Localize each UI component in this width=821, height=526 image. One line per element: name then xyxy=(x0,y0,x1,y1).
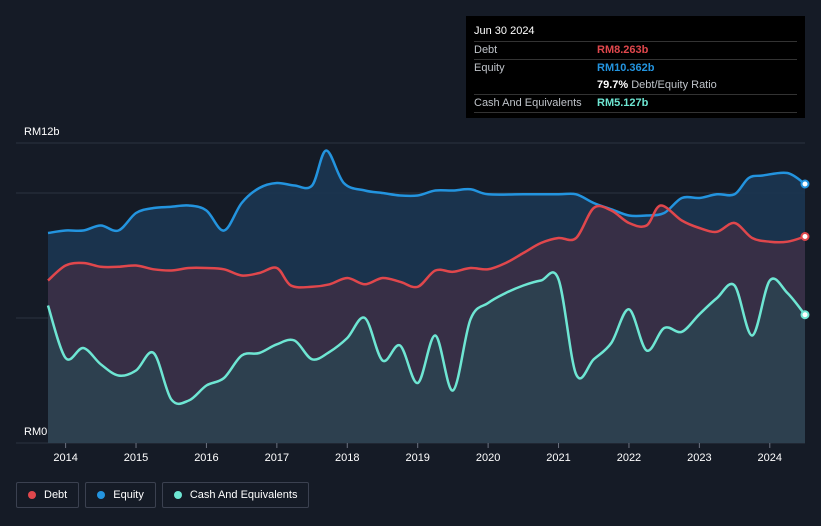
tooltip-cash-label: Cash And Equivalents xyxy=(474,97,582,109)
x-tick-label: 2014 xyxy=(53,452,77,464)
tooltip-cash-row: Cash And Equivalents RM5.127b xyxy=(474,95,797,113)
legend-item-debt[interactable]: Debt xyxy=(16,482,80,508)
legend-item-equity[interactable]: Equity xyxy=(85,482,156,508)
x-tick-label: 2018 xyxy=(335,452,359,464)
x-tick-label: 2019 xyxy=(405,452,429,464)
tooltip-equity-label: Equity xyxy=(474,62,505,74)
legend-label-debt: Debt xyxy=(44,489,68,501)
x-tick-label: 2022 xyxy=(617,452,641,464)
tooltip-ratio-label: Debt/Equity Ratio xyxy=(631,79,717,91)
equity-end-marker xyxy=(800,179,810,189)
y-axis-bottom-label: RM0 xyxy=(24,426,47,438)
tooltip-equity-row: Equity RM10.362b xyxy=(474,60,797,77)
legend-label-cash: Cash And Equivalents xyxy=(189,489,298,501)
debt-line xyxy=(47,204,806,289)
x-tick-label: 2021 xyxy=(546,452,570,464)
debt-end-marker xyxy=(800,232,810,241)
equity-dot-icon xyxy=(97,491,106,499)
x-tick-label: 2017 xyxy=(265,452,289,464)
tooltip-equity-value: RM10.362b xyxy=(597,62,655,74)
x-tick-label: 2016 xyxy=(194,452,218,464)
cash-line xyxy=(46,271,806,406)
x-tick-label: 2024 xyxy=(758,452,782,464)
cash-end-marker xyxy=(800,310,810,320)
x-tick-label: 2023 xyxy=(687,452,711,464)
tooltip-ratio-value: 79.7% xyxy=(597,79,629,91)
equity-line xyxy=(47,149,806,235)
tooltip-debt-label: Debt xyxy=(474,44,498,56)
chart-legend: Debt Equity Cash And Equivalents xyxy=(16,482,310,508)
tooltip-debt-value: RM8.263b xyxy=(597,44,649,56)
cash-dot-icon xyxy=(173,491,182,499)
cash-area xyxy=(48,272,805,443)
x-tick-label: 2015 xyxy=(124,452,148,464)
legend-item-cash[interactable]: Cash And Equivalents xyxy=(161,482,310,508)
data-tooltip: Jun 30 2024 Debt RM8.263b Equity RM10.36… xyxy=(466,16,805,118)
legend-label-equity: Equity xyxy=(113,489,144,501)
debt-dot-icon xyxy=(28,491,36,499)
tooltip-debt-row: Debt RM8.263b xyxy=(474,42,797,60)
tooltip-ratio-row: 79.7% Debt/Equity Ratio xyxy=(474,77,797,95)
x-tick-label: 2020 xyxy=(476,452,500,464)
tooltip-date: Jun 30 2024 xyxy=(474,23,797,42)
y-axis-top-label: RM12b xyxy=(24,126,59,138)
tooltip-cash-value: RM5.127b xyxy=(597,97,649,109)
